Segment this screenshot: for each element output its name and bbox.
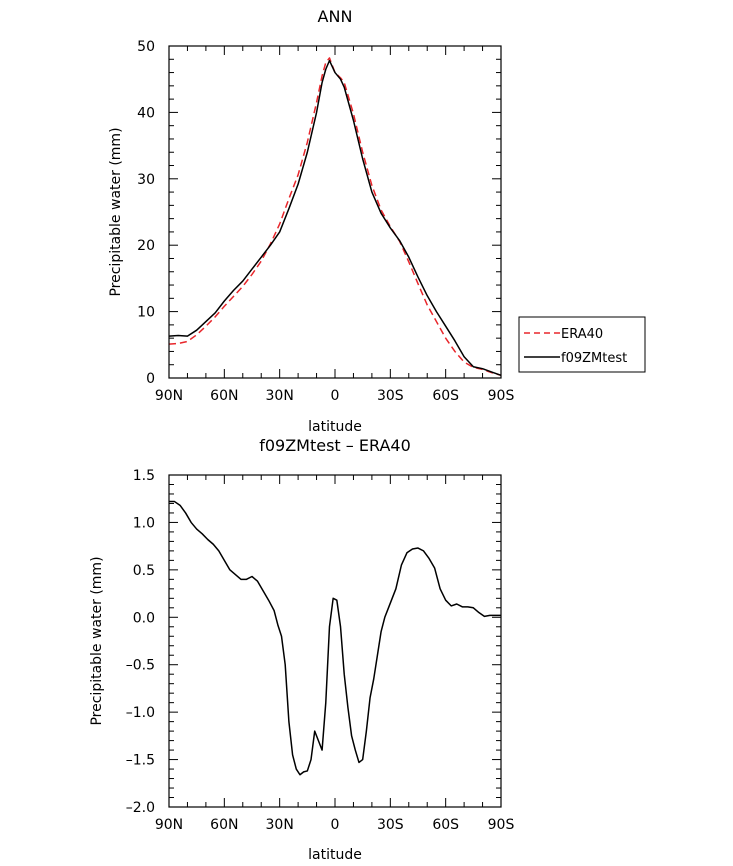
series-group [168,57,502,377]
y-tick-label: –1.5 [126,753,155,769]
x-axis-label: latitude [308,419,362,435]
series-line-f09zmtest [168,59,502,377]
y-tick-labels: 1.5 1.0 0.5 0.0 –0.5 –1.0 –1.5 –2.0 [126,468,155,816]
y-tick-label: –1.0 [126,705,155,721]
x-tick-labels: 90N 60N 30N 0 30S 60S 90S [155,388,515,404]
x-tick-label: 90S [488,388,515,404]
y-axis-label: Precipitable water (mm) [108,127,124,296]
series-line-difference [169,500,501,776]
y-tick-label: 50 [137,39,155,55]
y-tick-labels: 0 10 20 30 40 50 [137,39,155,387]
x-tick-label: 30S [377,817,404,833]
y-tick-label: 1.0 [133,515,155,531]
y-tick-label: 10 [137,305,155,321]
tick-marks [168,45,502,379]
x-tick-label: 90N [155,817,183,833]
panel-difference: f09ZMtest – ERA40 90N 60N 30N 0 30S 60S 90S 1.… [89,436,514,863]
x-tick-label: 60N [210,388,238,404]
y-axis-label: Precipitable water (mm) [89,556,105,725]
y-tick-label: 0.5 [133,563,155,579]
y-tick-label: 0.0 [133,610,155,626]
x-tick-label: 90S [488,817,515,833]
x-tick-label: 30N [266,817,294,833]
series-group [169,500,501,776]
y-tick-label: 30 [137,172,155,188]
series-line-era40 [168,57,502,377]
tick-marks [168,474,502,808]
legend-box [518,316,646,373]
chart-title: ANN [318,7,353,26]
x-tick-label: 0 [331,817,340,833]
legend-label-f09zmtest: f09ZMtest [561,351,627,366]
x-tick-label: 90N [155,388,183,404]
plot-frame [168,45,502,379]
legend: ERA40 f09ZMtest [518,316,646,373]
legend-label-era40: ERA40 [561,327,603,342]
x-axis-label: latitude [308,847,362,863]
x-tick-label: 30N [266,388,294,404]
y-tick-label: 40 [137,105,155,121]
panel-ann: ANN 90N 60N 30N 0 30S 60S 90S 0 10 20 30 40 50 lati… [108,7,646,435]
y-tick-label: –0.5 [126,658,155,674]
x-tick-label: 60N [210,817,238,833]
chart-title: f09ZMtest – ERA40 [259,436,411,455]
y-tick-label: 0 [146,371,155,387]
x-tick-labels: 90N 60N 30N 0 30S 60S 90S [155,817,515,833]
x-tick-label: 0 [331,388,340,404]
plot-frame [168,474,502,808]
x-tick-label: 60S [432,388,459,404]
x-tick-label: 60S [432,817,459,833]
x-tick-label: 30S [377,388,404,404]
y-tick-label: 20 [137,238,155,254]
y-tick-label: –2.0 [126,800,155,816]
y-tick-label: 1.5 [133,468,155,484]
